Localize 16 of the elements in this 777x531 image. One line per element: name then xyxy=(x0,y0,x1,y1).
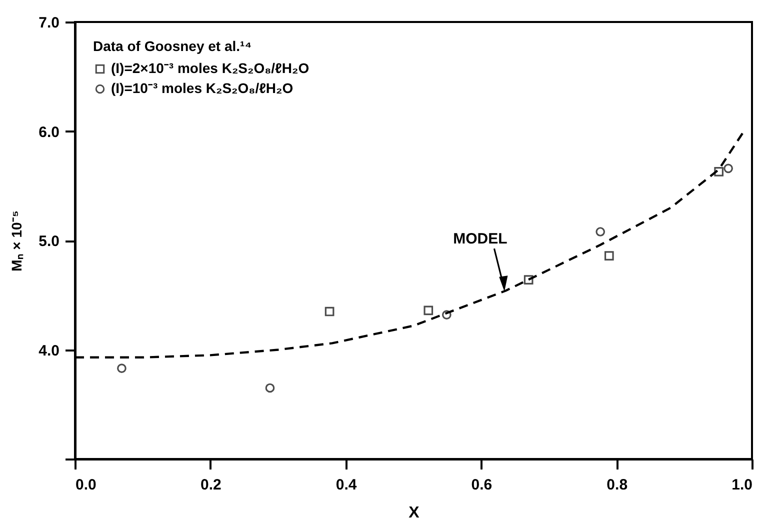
y-tick-label: 4.0 xyxy=(38,342,60,360)
legend-label: (I)=2×10⁻³ moles K₂S₂O₈/ℓH₂O xyxy=(111,60,310,76)
x-axis-title: X xyxy=(408,504,420,522)
y-tick-label: 6.0 xyxy=(38,124,60,141)
x-tick-label: 0.2 xyxy=(200,476,222,494)
legend-title: Data of Goosney et al.¹⁴ xyxy=(93,38,252,54)
legend-label: (I)=10⁻³ moles K₂S₂O₈/ℓH₂O xyxy=(111,80,294,96)
x-tick-label: 0.8 xyxy=(606,476,628,494)
annotation: MODEL xyxy=(453,230,508,248)
x-tick-label: 0.0 xyxy=(76,476,96,494)
y-tick-label: 5.0 xyxy=(38,233,60,250)
x-tick-label: 0.4 xyxy=(336,476,358,494)
y-tick-label: 7.0 xyxy=(38,14,60,32)
y-axis-title: Mₙ × 10⁻⁵ xyxy=(8,210,25,272)
x-tick-label: 1.0 xyxy=(732,476,752,494)
x-tick-label: 0.6 xyxy=(471,476,492,494)
